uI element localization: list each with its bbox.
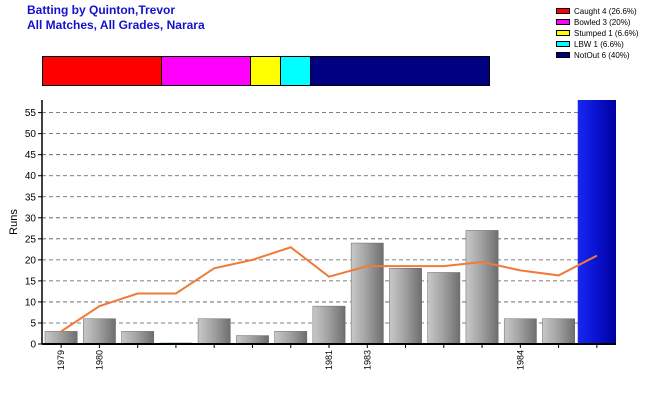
dismissal-segment-caught	[43, 57, 162, 85]
bar-1	[44, 331, 78, 345]
bar-5	[197, 318, 231, 345]
dismissal-segment-stumped	[251, 57, 281, 85]
bar-10	[389, 268, 422, 345]
dismissal-proportion-bar	[42, 56, 490, 86]
y-tick-label-0: 0	[30, 340, 36, 351]
dismissal-segment-notout	[310, 57, 489, 85]
legend-swatch-notout	[556, 52, 570, 58]
legend-swatch-bowled	[556, 19, 570, 25]
y-tick-label-30: 30	[25, 213, 37, 224]
y-tick-label-15: 15	[25, 276, 37, 287]
legend-label-bowled: Bowled 3 (20%)	[574, 17, 631, 27]
y-axis-title: Runs	[8, 209, 20, 235]
x-tick-label-1979: 1979	[56, 350, 66, 370]
x-tick-label-1980: 1980	[94, 350, 104, 370]
bar-9	[350, 242, 384, 345]
bar-12	[465, 230, 499, 345]
y-tick-label-55: 55	[25, 108, 37, 119]
y-tick-label-40: 40	[25, 171, 37, 182]
x-tick-label-1981: 1981	[324, 350, 334, 370]
y-tick-label-20: 20	[25, 255, 37, 266]
chart-title: Batting by Quinton,Trevor	[27, 3, 176, 17]
average-line	[60, 246, 598, 333]
x-tick-label-1983: 1983	[362, 350, 372, 370]
y-tick-label-5: 5	[30, 318, 36, 329]
dismissal-legend: Caught 4 (26.6%) Bowled 3 (20%) Stumped …	[556, 6, 638, 61]
legend-item-lbw: LBW 1 (6.6%)	[556, 39, 638, 49]
legend-swatch-lbw	[556, 41, 570, 47]
legend-label-caught: Caught 4 (26.6%)	[574, 6, 637, 16]
dismissal-segment-lbw	[280, 57, 311, 85]
bar-3	[121, 331, 155, 345]
y-tick-label-50: 50	[25, 129, 37, 140]
legend-label-notout: NotOut 6 (40%)	[574, 50, 630, 60]
chart-subtitle: All Matches, All Grades, Narara	[27, 18, 205, 32]
x-tick-label-1984: 1984	[515, 350, 525, 370]
y-tick-label-35: 35	[25, 192, 37, 203]
title-block: Batting by Quinton,Trevor All Matches, A…	[27, 3, 205, 33]
bar-2	[83, 318, 116, 345]
legend-item-caught: Caught 4 (26.6%)	[556, 6, 638, 16]
bar-8	[312, 305, 346, 345]
bar-6	[236, 335, 269, 345]
legend-swatch-stumped	[556, 30, 570, 36]
y-tick-label-25: 25	[25, 234, 37, 245]
y-tick-label-45: 45	[25, 150, 37, 161]
bar-7	[274, 331, 308, 345]
legend-label-lbw: LBW 1 (6.6%)	[574, 39, 624, 49]
legend-swatch-caught	[556, 8, 570, 14]
legend-item-stumped: Stumped 1 (6.6%)	[556, 28, 638, 38]
legend-label-stumped: Stumped 1 (6.6%)	[574, 28, 639, 38]
legend-item-notout: NotOut 6 (40%)	[556, 50, 638, 60]
bar-15	[577, 100, 616, 344]
y-tick-label-10: 10	[25, 297, 37, 308]
bar-13	[503, 318, 537, 345]
bar-11	[427, 272, 461, 345]
legend-item-bowled: Bowled 3 (20%)	[556, 17, 638, 27]
bar-14	[542, 318, 575, 345]
dismissal-segment-bowled	[161, 57, 252, 85]
